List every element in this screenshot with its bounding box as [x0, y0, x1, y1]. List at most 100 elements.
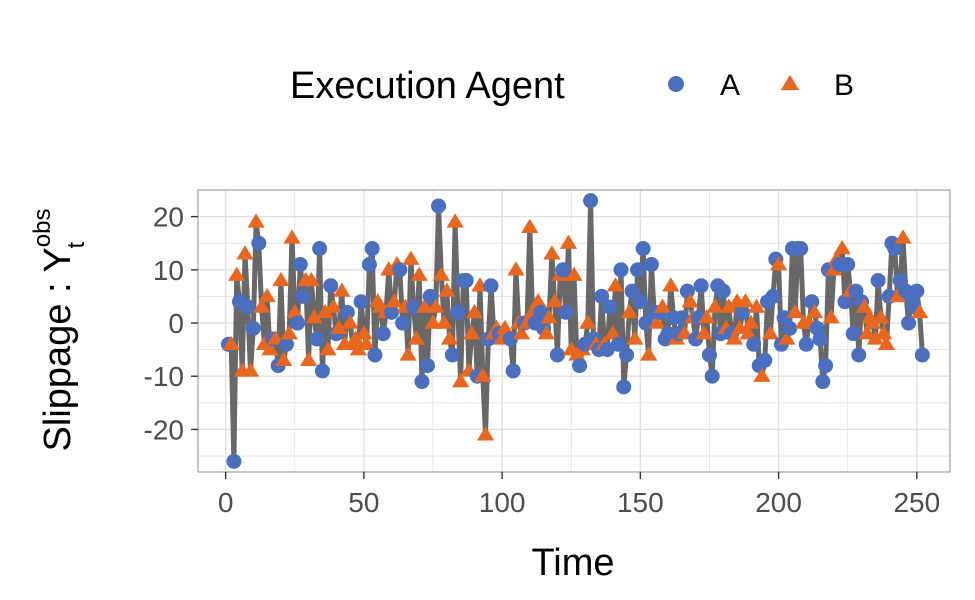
data-point-b [272, 271, 290, 287]
data-point-b [286, 303, 304, 319]
data-point-a [798, 336, 814, 352]
data-point-b [465, 303, 484, 319]
legend-label-a: A [720, 69, 740, 102]
data-point-b [543, 245, 561, 260]
data-point-a [419, 358, 435, 374]
data-point-b [706, 298, 724, 313]
data-point-b [863, 314, 882, 329]
data-point-b [778, 330, 796, 345]
y-axis-title-symbol: Y [37, 247, 79, 272]
data-point-b [507, 261, 525, 276]
data-point-a [240, 299, 256, 315]
data-point-a [558, 304, 574, 320]
data-point-a [837, 294, 853, 310]
data-point-b [858, 325, 876, 340]
data-point-b [341, 314, 359, 329]
data-point-b [435, 314, 453, 329]
data-point-a [610, 336, 626, 352]
data-point-a [643, 256, 659, 272]
data-point-b [786, 303, 804, 319]
data-point-b [346, 330, 365, 345]
data-point-a [613, 262, 629, 278]
data-point-a [295, 288, 311, 304]
x-tick-label: 200 [755, 487, 802, 518]
x-tick-label: 100 [479, 487, 526, 518]
data-point-b [410, 266, 428, 281]
data-point-b [349, 341, 367, 356]
data-point-b [742, 314, 760, 329]
data-point-b [521, 218, 539, 233]
y-axis-title: Slippage : Yobs t [29, 209, 90, 452]
data-point-b [446, 213, 464, 228]
data-point-a [290, 315, 306, 331]
data-point-b [540, 309, 558, 324]
data-point-a [245, 320, 261, 336]
data-point-a [375, 326, 391, 342]
data-point-a [339, 304, 355, 320]
data-point-a [309, 331, 325, 347]
data-point-a [458, 272, 474, 288]
legend-label-b: B [834, 69, 854, 102]
data-point-b [305, 309, 323, 324]
data-point-a [422, 288, 438, 304]
data-point-a [572, 358, 588, 374]
data-point-a [312, 241, 328, 257]
data-point-b [416, 298, 434, 313]
y-tick-label: 0 [168, 308, 184, 339]
x-tick-label: 150 [617, 487, 664, 518]
data-point-b [529, 293, 547, 308]
data-point-a [594, 288, 610, 304]
data-point-b [258, 287, 276, 303]
data-point-a [679, 283, 695, 299]
data-point-a [323, 278, 339, 294]
data-point-b [739, 325, 757, 340]
data-point-a [414, 374, 430, 390]
data-point-a [914, 347, 930, 363]
data-point-b [427, 298, 445, 313]
data-point-a [635, 241, 651, 257]
legend-item-b: B [780, 69, 854, 102]
data-point-b [241, 362, 260, 377]
data-point-b [620, 303, 638, 319]
data-point-b [559, 234, 578, 249]
data-point-b [604, 325, 622, 340]
data-point-a [483, 278, 499, 294]
data-point-b [546, 293, 564, 308]
data-point-a [616, 379, 632, 395]
data-point-b [438, 282, 456, 297]
data-point-a [505, 363, 521, 379]
data-point-a [818, 358, 834, 374]
data-point-b [358, 335, 376, 351]
legend-item-a: A [668, 69, 740, 102]
data-point-b [424, 314, 442, 329]
data-point-b [731, 319, 749, 335]
data-point-b [537, 325, 555, 340]
data-point-b [385, 293, 403, 308]
data-point-a [444, 347, 460, 363]
data-point-b [866, 330, 884, 345]
data-point-a [367, 347, 383, 363]
data-point-b [432, 266, 450, 281]
data-point-b [280, 325, 298, 340]
y-tick-label: 10 [153, 255, 184, 286]
data-point-a [704, 368, 720, 384]
data-point-a [693, 278, 709, 294]
data-point-a [384, 304, 400, 320]
data-point-a [395, 315, 411, 331]
data-point-b [476, 426, 495, 441]
data-point-b [698, 309, 716, 324]
data-point-a [765, 288, 781, 304]
data-point-a [431, 198, 447, 214]
data-point-a [793, 241, 809, 257]
data-point-a [735, 304, 751, 320]
data-point-a [715, 283, 731, 299]
data-point-b [579, 314, 597, 329]
data-point-b [626, 330, 644, 345]
points-layer [220, 193, 930, 469]
data-point-b [653, 298, 672, 313]
data-point-b [512, 325, 531, 340]
data-point-a [502, 331, 518, 347]
